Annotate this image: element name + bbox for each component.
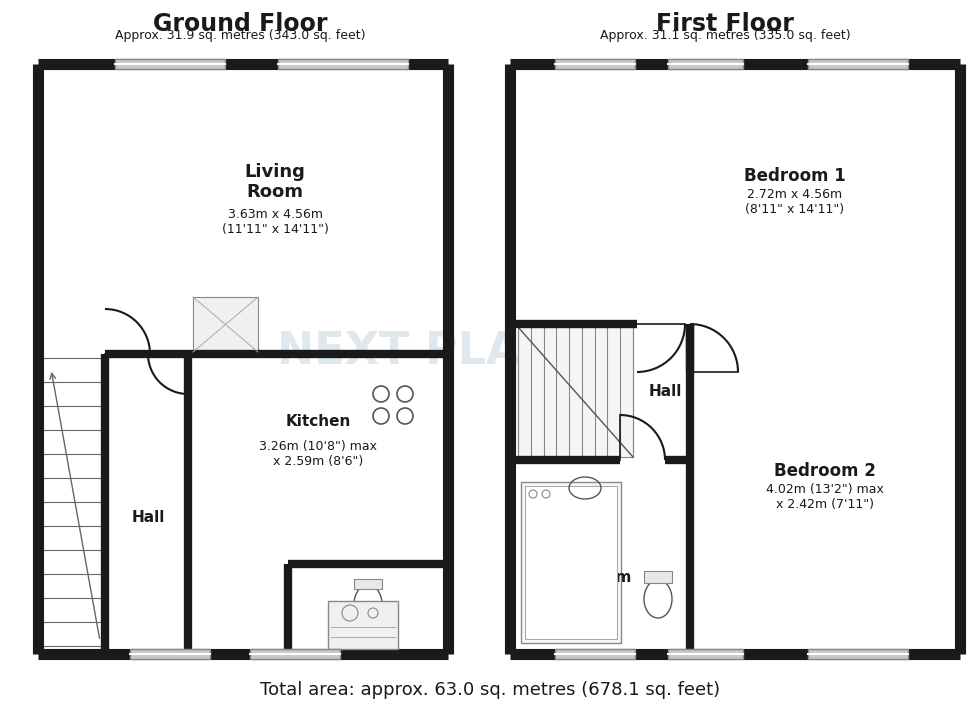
Bar <box>555 59 635 69</box>
Bar <box>668 59 743 69</box>
Bar <box>525 486 617 639</box>
Text: First Floor: First Floor <box>656 12 794 36</box>
Bar <box>808 649 908 659</box>
Text: Bathroom: Bathroom <box>548 570 632 585</box>
Bar <box>808 59 908 69</box>
Text: Approx. 31.9 sq. metres (343.0 sq. feet): Approx. 31.9 sq. metres (343.0 sq. feet) <box>115 29 366 42</box>
Bar <box>668 649 743 659</box>
Bar <box>354 579 382 589</box>
Bar <box>278 59 408 69</box>
Text: Bedroom 1: Bedroom 1 <box>744 167 846 185</box>
Text: NEXT PLACE: NEXT PLACE <box>276 330 583 374</box>
Text: Hall: Hall <box>131 510 165 525</box>
Bar <box>521 482 621 643</box>
Text: Hall: Hall <box>649 384 682 399</box>
Text: Living
Room: Living Room <box>245 162 306 201</box>
Text: Total area: approx. 63.0 sq. metres (678.1 sq. feet): Total area: approx. 63.0 sq. metres (678… <box>260 681 720 699</box>
Bar <box>115 59 225 69</box>
Bar <box>328 601 398 649</box>
Bar <box>42 68 444 650</box>
Bar <box>644 571 672 583</box>
Bar <box>555 649 635 659</box>
Text: Approx. 31.1 sq. metres (335.0 sq. feet): Approx. 31.1 sq. metres (335.0 sq. feet) <box>600 29 851 42</box>
Bar <box>130 649 210 659</box>
Text: Ground Floor: Ground Floor <box>153 12 327 36</box>
Text: Kitchen: Kitchen <box>285 414 351 429</box>
Text: 3.26m (10'8") max
x 2.59m (8'6"): 3.26m (10'8") max x 2.59m (8'6") <box>259 440 377 468</box>
Text: 3.63m x 4.56m
(11'11" x 14'11"): 3.63m x 4.56m (11'11" x 14'11") <box>221 208 328 236</box>
Bar <box>193 297 258 352</box>
Bar <box>518 327 633 457</box>
Bar <box>514 68 956 650</box>
Bar <box>250 649 340 659</box>
Text: 2.72m x 4.56m
(8'11" x 14'11"): 2.72m x 4.56m (8'11" x 14'11") <box>746 188 845 216</box>
Text: Bedroom 2: Bedroom 2 <box>774 462 876 480</box>
Text: 4.02m (13'2") max
x 2.42m (7'11"): 4.02m (13'2") max x 2.42m (7'11") <box>766 483 884 511</box>
